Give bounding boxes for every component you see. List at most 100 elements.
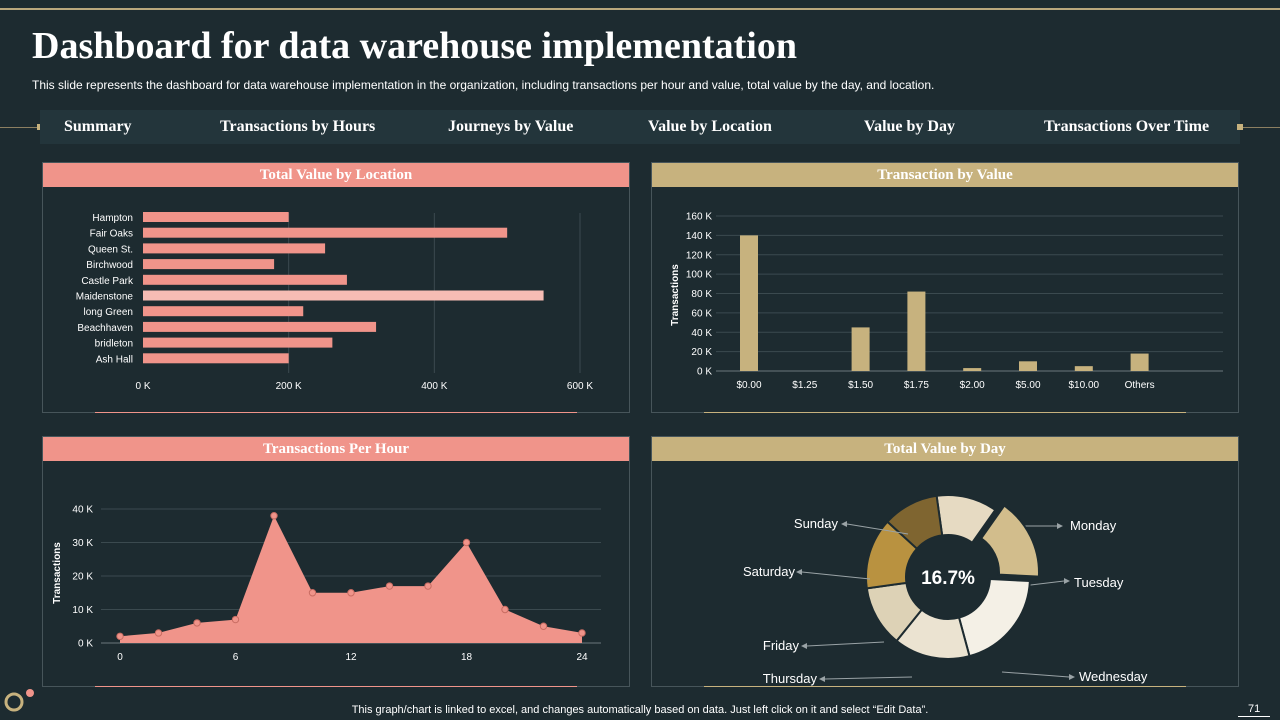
location-panel-title: Total Value by Location	[43, 163, 629, 187]
x-tick-label: 600 K	[567, 381, 593, 392]
location-chart: 0 K 200 K 400 K 600 K Hampton Fair Oaks Queen …	[76, 212, 593, 392]
y-tick-label: 60 K	[691, 308, 712, 319]
donut-slice	[979, 504, 1040, 578]
y-tick-label: 20 K	[691, 347, 712, 358]
data-point	[462, 538, 471, 547]
data-point	[501, 605, 509, 614]
x-tick-label: 24	[576, 652, 588, 663]
leader-arrow	[801, 643, 807, 649]
y-tick-label: 10 K	[72, 605, 93, 616]
category-label: Birchwood	[86, 260, 133, 271]
y-axis-label: Transactions	[670, 264, 681, 326]
decorative-circles	[4, 689, 34, 712]
bar	[143, 306, 304, 317]
y-tick-label: 20 K	[72, 572, 93, 583]
bar	[143, 259, 275, 270]
category-label: long Green	[84, 307, 133, 318]
leader-line	[1001, 671, 1070, 678]
y-tick-label: 0 K	[78, 639, 93, 650]
hour-panel-underline	[95, 686, 577, 687]
page-title: Dashboard for data warehouse implementat…	[32, 25, 797, 67]
data-point	[116, 632, 124, 641]
value-chart: 0 K 20 K 40 K 60 K 80 K 100 K 120 K 140 K 160 K T…	[670, 212, 1223, 391]
bar	[1074, 366, 1093, 371]
y-tick-label: 40 K	[691, 328, 712, 339]
nav-value-by-location[interactable]: Value by Location	[648, 118, 772, 135]
leader-arrow	[1069, 674, 1075, 680]
x-tick-label: $1.75	[904, 380, 929, 391]
ring-decoration	[4, 692, 24, 712]
location-panel: Total Value by Location 0 K 200 K 400 K 600…	[42, 162, 630, 413]
donut-slice	[886, 494, 944, 551]
day-panel-title: Total Value by Day	[652, 437, 1238, 461]
bar	[143, 274, 347, 285]
donut-slice	[935, 494, 997, 545]
nav-bar	[40, 110, 1240, 144]
y-tick-label: 140 K	[686, 231, 712, 242]
leader-line	[824, 676, 913, 680]
x-tick-label: 12	[345, 652, 357, 663]
data-point	[424, 582, 432, 590]
nav-transactions-by-hours[interactable]: Transactions by Hours	[220, 118, 376, 135]
x-tick-label: 6	[233, 652, 239, 663]
x-tick-label: $1.50	[848, 380, 873, 391]
bar	[143, 321, 377, 332]
y-tick-label: 40 K	[72, 505, 93, 516]
data-point	[578, 629, 586, 637]
page-subtitle: This slide represents the dashboard for …	[32, 78, 935, 92]
y-tick-label: 0 K	[697, 367, 712, 378]
x-tick-label: $2.00	[960, 380, 985, 391]
x-tick-label: 18	[461, 652, 473, 663]
slice-label: Thursday	[763, 671, 818, 686]
bar	[143, 243, 326, 254]
data-point	[154, 629, 163, 637]
bar	[963, 368, 982, 371]
category-label: Maidenstone	[76, 292, 134, 303]
hour-panel: Transactions Per Hour 0 K 10 K 20 K 30 K 40 …	[42, 436, 630, 687]
slice-label: Monday	[1070, 518, 1117, 533]
leader-line	[801, 571, 871, 580]
leader-arrow	[1057, 523, 1063, 529]
hour-panel-title: Transactions Per Hour	[43, 437, 629, 461]
data-point	[231, 615, 240, 624]
bar	[143, 290, 544, 301]
data-point	[308, 589, 317, 597]
day-chart: Monday Tuesday Wednesday Thursday Friday Satu…	[743, 494, 1148, 686]
dot-decoration	[26, 689, 34, 697]
bar	[907, 291, 926, 371]
nav-transactions-over-time[interactable]: Transactions Over Time	[1044, 118, 1210, 135]
category-label: Fair Oaks	[90, 229, 133, 240]
leader-arrow	[841, 521, 847, 527]
bar	[143, 212, 289, 222]
y-axis-label: Transactions	[52, 542, 63, 604]
bar	[143, 337, 333, 348]
category-label: bridleton	[95, 339, 133, 350]
value-panel-title: Transaction by Value	[652, 163, 1238, 187]
nav-journeys-by-value[interactable]: Journeys by Value	[448, 118, 574, 135]
leader-arrow	[819, 676, 825, 682]
bar	[143, 353, 289, 364]
x-tick-label: 400 K	[421, 381, 447, 392]
nav-rule-left	[0, 127, 38, 128]
category-label: Beachhaven	[77, 323, 133, 334]
leader-arrow	[1064, 578, 1070, 584]
x-tick-label: Others	[1125, 380, 1155, 391]
data-point	[193, 619, 201, 627]
y-tick-label: 120 K	[686, 250, 712, 261]
slice-label: Tuesday	[1074, 575, 1124, 590]
footer-note: This graph/chart is linked to excel, and…	[351, 704, 929, 716]
x-tick-label: $5.00	[1015, 380, 1040, 391]
nav-value-by-day[interactable]: Value by Day	[864, 118, 955, 135]
leader-line	[846, 523, 909, 535]
bar	[1019, 361, 1037, 371]
nav-summary[interactable]: Summary	[64, 118, 132, 135]
x-tick-label: 0 K	[135, 381, 150, 392]
donut-slice	[957, 578, 1031, 658]
category-label: Hampton	[92, 213, 133, 224]
data-point	[385, 582, 394, 590]
bar	[1130, 353, 1149, 371]
leader-line	[806, 641, 885, 647]
hour-chart: 0 K 10 K 20 K 30 K 40 K 0 6 12 18 24 Transactions	[52, 505, 601, 663]
x-tick-label: $1.25	[792, 380, 817, 391]
day-panel: Total Value by Day Monday Tuesday Wednesda…	[651, 436, 1239, 687]
